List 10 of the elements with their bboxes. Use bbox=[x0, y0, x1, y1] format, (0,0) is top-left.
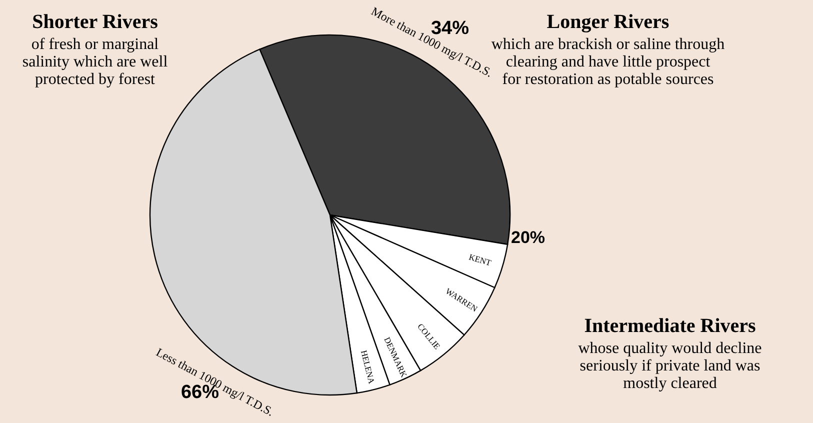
text: 20% bbox=[510, 228, 546, 247]
slice-label: Shorter Rivers bbox=[32, 11, 158, 33]
text: of fresh or marginal salinity which are well protected by forest bbox=[22, 36, 168, 88]
text: whose quality would decline seriously if private land was mostly cleared bbox=[578, 340, 762, 392]
slice-label: KENT bbox=[468, 252, 494, 268]
text: 34% bbox=[430, 18, 470, 39]
slice-label: Longer Rivers bbox=[546, 11, 670, 33]
slice-label: HELENA bbox=[358, 349, 378, 386]
text: Intermediate Rivers bbox=[584, 315, 756, 337]
text: which are brackish or saline through clearing and have little prospect for restoration as potable sources bbox=[491, 36, 725, 88]
